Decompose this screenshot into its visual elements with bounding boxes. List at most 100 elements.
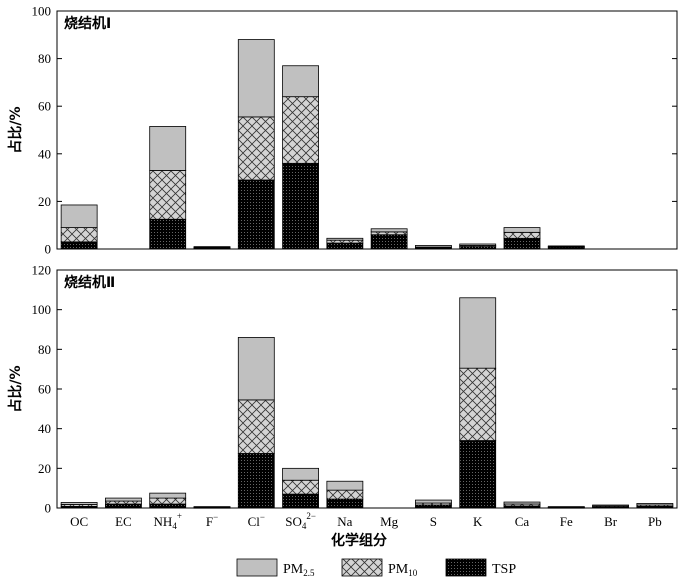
bar-pm25-Fe — [547, 245, 585, 248]
bar-pm25-Ca — [503, 501, 541, 505]
y-tick-label: 0 — [45, 242, 52, 257]
legend-label-pm25: PM2.5 — [283, 562, 315, 578]
x-tick-label-Cl−: Cl− — [248, 512, 265, 529]
bar-pm10-Mg — [370, 231, 408, 236]
bar-pm25-Na — [326, 480, 364, 491]
panel-sintering-machine-1: 0 20 40 60 80 100 烧结机Ⅰ 占比/% — [7, 4, 678, 257]
y-axis: 0 20 40 60 80 100 120 — [32, 263, 677, 516]
x-axis-tick-labels: OC EC NH4+ F− Cl− SO42− Na Mg S K Ca Fe Br Pb — [70, 511, 662, 531]
bar-pm25-Cl− — [237, 39, 275, 118]
bar-pm10-K — [459, 367, 497, 441]
y-tick-label: 120 — [32, 263, 52, 278]
legend: PM2.5 PM10 TSP — [236, 558, 516, 578]
y-axis: 0 20 40 60 80 100 — [32, 4, 677, 257]
bar-pm25-S — [415, 499, 452, 504]
bar-tsp-K — [459, 440, 497, 509]
bars — [60, 297, 674, 509]
bar-pm25-F− — [193, 506, 231, 508]
x-tick-label-K: K — [473, 514, 483, 529]
bar-pm10-SO42− — [282, 479, 319, 495]
x-tick-label-Pb: Pb — [648, 514, 662, 529]
y-axis-label: 占比/% — [7, 365, 24, 412]
panel-title: 烧结机Ⅰ — [64, 15, 111, 32]
legend-swatch-tsp — [445, 558, 487, 577]
x-tick-label-Fe: Fe — [560, 514, 573, 529]
y-tick-label: 0 — [45, 501, 52, 516]
bar-pm25-SO42− — [282, 65, 319, 98]
y-tick-label: 100 — [32, 4, 52, 19]
x-tick-label-NH4+: NH4+ — [154, 511, 182, 531]
bar-tsp-Mg — [370, 234, 408, 250]
y-tick-label: 20 — [38, 194, 51, 209]
x-axis-label: 化学组分 — [331, 532, 387, 549]
bar-pm10-NH4+ — [149, 497, 187, 505]
panel-sintering-machine-2: 0 20 40 60 80 100 120 烧结机Ⅱ 占比/% — [7, 263, 678, 516]
y-tick-label: 20 — [38, 461, 51, 476]
bar-pm25-SO42− — [282, 467, 319, 481]
bar-pm25-Mg — [370, 228, 408, 233]
legend-swatch-pm10 — [341, 558, 383, 577]
bar-tsp-NH4+ — [149, 503, 187, 509]
bar-tsp-Ca — [503, 237, 541, 250]
legend-label-pm10: PM10 — [388, 562, 418, 578]
bar-pm25-K — [459, 243, 497, 246]
bar-pm25-Pb — [636, 503, 674, 506]
x-tick-label-EC: EC — [115, 514, 132, 529]
plot-frame — [56, 10, 678, 250]
y-tick-label: 60 — [38, 382, 51, 397]
bar-pm25-EC — [105, 497, 142, 502]
bar-tsp-SO42− — [282, 162, 319, 250]
bar-pm25-NH4+ — [149, 126, 187, 171]
bar-tsp-Na — [326, 242, 364, 250]
x-tick-label-SO42−: SO42− — [285, 511, 316, 531]
bar-pm25-OC — [60, 502, 98, 505]
x-tick-label-OC: OC — [70, 514, 88, 529]
bar-pm25-Ca — [503, 227, 541, 233]
x-tick-label-Br: Br — [604, 514, 618, 529]
bar-pm25-NH4+ — [149, 492, 187, 499]
bar-pm25-F− — [193, 246, 231, 248]
bar-pm10-EC — [105, 500, 142, 505]
bar-pm10-NH4+ — [149, 170, 187, 220]
legend-swatch-pm25 — [236, 558, 278, 577]
bar-pm25-Br — [592, 504, 629, 507]
y-tick-label: 100 — [32, 302, 52, 317]
y-tick-label: 60 — [38, 99, 51, 114]
bar-pm10-Ca — [503, 231, 541, 239]
y-tick-label: 40 — [38, 146, 51, 161]
x-tick-label-F−: F− — [206, 512, 218, 529]
y-tick-label: 80 — [38, 342, 51, 357]
panel-title: 烧结机Ⅱ — [64, 274, 115, 291]
bar-pm25-K — [459, 297, 497, 369]
bar-pm25-S — [415, 245, 452, 248]
x-tick-label-Ca: Ca — [515, 514, 530, 529]
plot-frame — [56, 269, 678, 509]
bar-tsp-NH4+ — [149, 218, 187, 250]
legend-label-tsp: TSP — [492, 562, 516, 577]
y-axis-label: 占比/% — [7, 106, 24, 153]
bar-tsp-SO42− — [282, 493, 319, 509]
bar-pm25-Cl− — [237, 337, 275, 401]
bar-tsp-Na — [326, 498, 364, 509]
bar-tsp-OC — [60, 241, 98, 250]
bar-pm10-Na — [326, 239, 364, 244]
bar-tsp-S — [415, 504, 452, 509]
bar-pm10-Cl− — [237, 399, 275, 454]
y-tick-label: 80 — [38, 51, 51, 66]
bar-tsp-Cl− — [237, 179, 275, 250]
x-tick-label-Na: Na — [337, 514, 352, 529]
bar-tsp-EC — [105, 503, 142, 509]
bar-pm10-Cl− — [237, 116, 275, 181]
bar-pm25-Na — [326, 237, 364, 241]
bar-tsp-Cl− — [237, 453, 275, 509]
bar-pm10-OC — [60, 227, 98, 243]
bar-pm25-Fe — [547, 506, 585, 508]
x-tick-label-Mg: Mg — [380, 514, 399, 529]
bar-pm10-Na — [326, 489, 364, 500]
bars — [60, 39, 585, 250]
bar-pm10-SO42− — [282, 96, 319, 164]
x-tick-label-S: S — [430, 514, 437, 529]
y-tick-label: 40 — [38, 421, 51, 436]
bar-pm25-OC — [60, 204, 98, 228]
